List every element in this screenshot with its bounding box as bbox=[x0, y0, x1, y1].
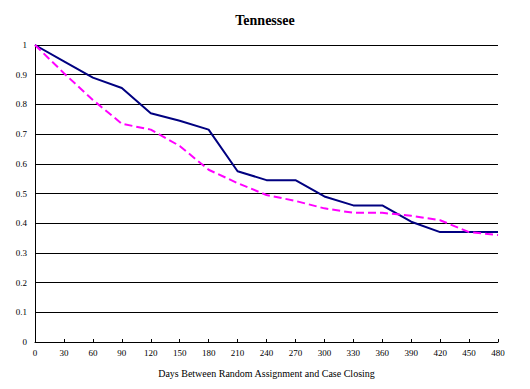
svg-text:480: 480 bbox=[491, 348, 505, 358]
svg-text:120: 120 bbox=[144, 348, 158, 358]
svg-text:0: 0 bbox=[33, 348, 38, 358]
svg-text:0.6: 0.6 bbox=[16, 159, 28, 169]
svg-text:0.4: 0.4 bbox=[16, 218, 28, 228]
svg-text:Tennessee: Tennessee bbox=[235, 13, 294, 28]
svg-text:1: 1 bbox=[23, 40, 28, 50]
svg-text:0.8: 0.8 bbox=[16, 99, 28, 109]
svg-text:0.2: 0.2 bbox=[16, 278, 27, 288]
svg-text:Days Between Random Assignment: Days Between Random Assignment and Case … bbox=[158, 368, 375, 379]
svg-text:240: 240 bbox=[260, 348, 274, 358]
svg-text:150: 150 bbox=[173, 348, 187, 358]
svg-text:90: 90 bbox=[117, 348, 127, 358]
svg-text:180: 180 bbox=[202, 348, 216, 358]
svg-text:0.3: 0.3 bbox=[16, 248, 28, 258]
svg-text:0: 0 bbox=[23, 337, 28, 347]
svg-text:210: 210 bbox=[231, 348, 245, 358]
svg-text:0.1: 0.1 bbox=[16, 307, 27, 317]
svg-text:270: 270 bbox=[289, 348, 303, 358]
svg-text:0.9: 0.9 bbox=[16, 70, 28, 80]
svg-text:360: 360 bbox=[376, 348, 390, 358]
svg-text:300: 300 bbox=[318, 348, 332, 358]
svg-text:450: 450 bbox=[462, 348, 476, 358]
svg-text:330: 330 bbox=[347, 348, 361, 358]
svg-text:60: 60 bbox=[88, 348, 98, 358]
svg-text:390: 390 bbox=[404, 348, 418, 358]
svg-text:30: 30 bbox=[59, 348, 69, 358]
svg-text:0.5: 0.5 bbox=[16, 189, 28, 199]
svg-text:0.7: 0.7 bbox=[16, 129, 28, 139]
svg-text:420: 420 bbox=[433, 348, 447, 358]
